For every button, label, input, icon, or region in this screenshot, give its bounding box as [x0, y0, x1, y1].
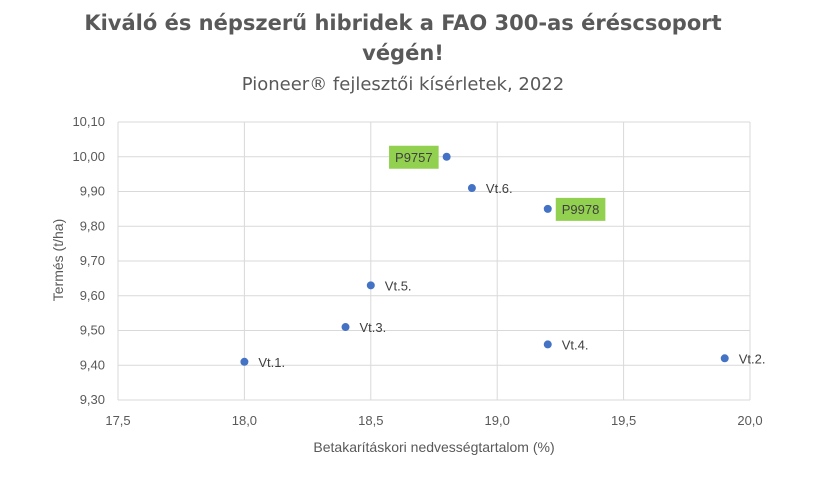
y-tick-label: 9,60 — [80, 288, 105, 303]
y-tick-label: 10,00 — [72, 149, 105, 164]
data-label: Vt.1. — [258, 355, 285, 370]
grid-lines — [117, 121, 751, 401]
y-tick-labels: 9,30 9,40 9,50 9,60 9,70 9,80 9,90 10,00 10,10 — [72, 114, 105, 407]
chart-title-line-2: végén! — [362, 41, 444, 65]
data-label-highlight — [555, 197, 606, 221]
x-tick-label: 18,5 — [358, 413, 383, 428]
x-axis-title: Betakarításkori nedvességtartalom (%) — [313, 439, 554, 455]
y-tick-label: 9,30 — [80, 392, 105, 407]
data-points: P9757 Vt.6. P9978 Vt.5. Vt.3. Vt.4. Vt.1. Vt.2. — [240, 145, 766, 370]
data-label: Vt.3. — [360, 320, 387, 335]
data-label: Vt.4. — [562, 337, 589, 352]
y-tick-label: 9,90 — [80, 184, 105, 199]
data-point — [467, 184, 476, 193]
data-point — [720, 354, 729, 363]
y-tick-label: 9,70 — [80, 253, 105, 268]
x-tick-label: 19,0 — [485, 413, 510, 428]
y-tick-label: 9,80 — [80, 218, 105, 233]
data-label: Vt.5. — [385, 278, 412, 293]
x-tick-label: 17,5 — [105, 413, 130, 428]
y-tick-label: 9,40 — [80, 357, 105, 372]
chart-subtitle: Pioneer® fejlesztői kísérletek, 2022 — [241, 74, 565, 95]
data-point — [543, 204, 552, 213]
data-point — [442, 152, 451, 161]
data-label: Vt.2. — [739, 351, 766, 366]
x-tick-label: 19,5 — [611, 413, 636, 428]
data-label: Vt.6. — [486, 181, 513, 196]
data-point — [341, 323, 350, 332]
data-point — [366, 281, 375, 290]
x-tick-label: 18,0 — [232, 413, 257, 428]
y-tick-label: 10,10 — [72, 114, 105, 129]
data-point — [543, 340, 552, 349]
chart-title: Kiváló és népszerű hibridek a FAO 300-as… — [0, 8, 806, 68]
data-point — [240, 357, 249, 366]
x-tick-label: 20,0 — [737, 413, 762, 428]
y-tick-label: 9,50 — [80, 323, 105, 338]
data-label: P9757 — [395, 150, 433, 165]
x-tick-labels: 17,5 18,0 18,5 19,0 19,5 20,0 — [105, 413, 762, 428]
data-label-highlight — [389, 145, 439, 169]
y-axis-title: Termés (t/ha) — [50, 219, 66, 301]
data-label: P9978 — [562, 202, 600, 217]
chart-title-line-1: Kiváló és népszerű hibridek a FAO 300-as… — [84, 11, 722, 35]
